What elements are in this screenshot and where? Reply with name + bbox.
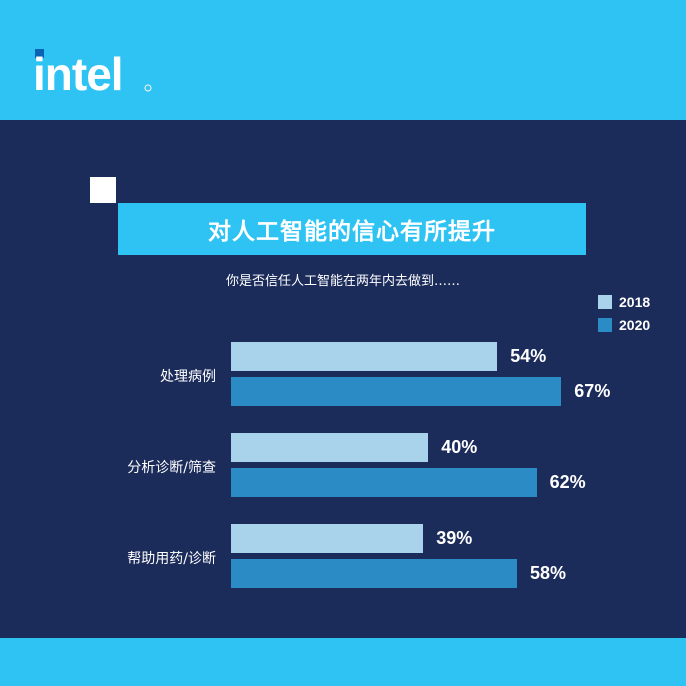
legend-label-2020: 2020	[619, 316, 651, 333]
bar-2020-1	[231, 377, 562, 406]
legend-label-2018: 2018	[619, 293, 651, 310]
bar-2020-3	[231, 559, 517, 588]
category-label: 分析诊断/筛查	[127, 460, 216, 476]
legend: 2018 2020	[598, 290, 678, 336]
value-label-2020-2: 62%	[549, 472, 586, 492]
value-label-2018-3: 39%	[436, 528, 473, 548]
intel-logo: intel	[33, 48, 152, 100]
legend-item-2020: 2020	[598, 313, 678, 336]
bar-2018-2	[231, 433, 429, 462]
logo-text: intel	[33, 48, 123, 100]
legend-item-2018: 2018	[598, 290, 678, 313]
chart-title: 对人工智能的信心有所提升	[208, 219, 496, 245]
category-label: 帮助用药/诊断	[127, 551, 216, 567]
value-label-2018-2: 40%	[441, 437, 478, 457]
header-band	[0, 0, 686, 120]
value-label-2020-3: 58%	[529, 563, 566, 583]
decorative-square	[90, 177, 116, 203]
title-banner: 对人工智能的信心有所提升	[118, 203, 586, 255]
category-label: 处理病例	[160, 369, 216, 385]
bar-2018-1	[231, 342, 498, 371]
chart-subtitle: 你是否信任人工智能在两年内去做到……	[225, 274, 460, 289]
legend-swatch-2018	[598, 294, 612, 309]
value-label-2018-1: 54%	[510, 346, 547, 366]
value-label-2020-1: 67%	[574, 381, 611, 401]
footer-band	[0, 638, 686, 686]
legend-swatch-2020	[598, 317, 612, 332]
bar-2018-3	[231, 524, 424, 553]
bar-2020-2	[231, 468, 537, 497]
